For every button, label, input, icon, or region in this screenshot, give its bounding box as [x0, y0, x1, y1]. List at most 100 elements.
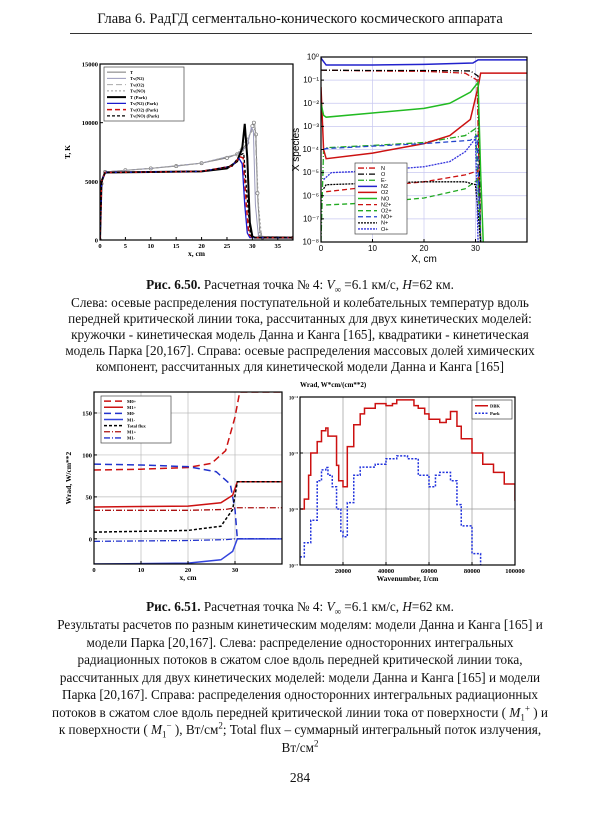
- x-tick-label: 20: [420, 244, 429, 253]
- desc-text: ; Total flux – суммарный интегральный по…: [222, 722, 542, 755]
- y-tick-label: 5000: [85, 179, 98, 186]
- series-line-tv-n2-: [100, 125, 293, 240]
- y-tick-label: 10⁻³: [303, 122, 319, 131]
- legend-label: M1-: [127, 417, 136, 422]
- x-tick-label: 20: [198, 243, 205, 250]
- caption-h: H: [402, 599, 412, 614]
- y-axis-label: T, K: [63, 145, 72, 159]
- caption-h: H: [402, 277, 412, 292]
- x-axis-label: x, cm: [188, 249, 206, 258]
- x-tick-label: 80000: [464, 568, 480, 575]
- x-tick-label: 100000: [505, 568, 525, 575]
- legend-label: M1-: [127, 436, 136, 441]
- legend-label: N2+: [381, 202, 391, 208]
- x-tick-label: 5: [124, 243, 128, 250]
- caption-text: =62 км.: [411, 599, 454, 614]
- legend-label: DBK: [490, 404, 500, 409]
- header-rule: [70, 33, 532, 34]
- y-tick-label: 0: [95, 238, 98, 245]
- series-line-n-: [323, 181, 482, 242]
- y-tick-label: 10⁻²: [303, 99, 319, 108]
- legend-label: Park: [490, 411, 500, 416]
- plot-frame: [99, 63, 294, 241]
- legend-label: O+: [381, 227, 389, 233]
- chart-title: Wrad, W*cm/(cm**2): [300, 381, 367, 389]
- x-tick-label: 35: [275, 243, 282, 250]
- desc-text: ) и к поверхности (: [58, 704, 548, 738]
- legend-label: E-: [381, 178, 387, 184]
- legend-label: Tv(NO): [130, 89, 146, 94]
- series-line-m1-: [94, 481, 282, 508]
- y-tick-label: 10000: [82, 120, 98, 127]
- y-tick-label: 10⁻⁴: [302, 145, 319, 154]
- x-tick-label: 30: [232, 567, 239, 574]
- legend-label: M0-: [127, 411, 136, 416]
- data-point: [255, 191, 260, 196]
- x-tick-label: 0: [98, 243, 101, 250]
- sup-2: 2: [313, 738, 319, 749]
- legend-label: Tv(O2) (Park): [130, 107, 159, 112]
- y-tick-label: 10⁻⁷: [303, 214, 319, 223]
- series-line-total-flux: [94, 481, 282, 533]
- legend-label: Total flux: [127, 423, 147, 428]
- desc-text: Результаты расчетов по разным кинетическ…: [52, 617, 543, 720]
- caption-v: V: [326, 277, 335, 292]
- page-number: 284: [289, 770, 311, 785]
- series-line-tv-o2-park-: [100, 155, 293, 240]
- series-line-tv-o2-: [100, 123, 293, 240]
- y-tick-label: 10⁻⁵: [289, 452, 299, 458]
- x-tick-label: 20000: [335, 568, 351, 575]
- legend-label: N2: [381, 184, 388, 190]
- legend-label: NO: [381, 196, 390, 202]
- legend-label: O2+: [381, 208, 392, 214]
- chart-1: [99, 63, 294, 241]
- figure-number: Рис. 6.50.: [146, 277, 201, 292]
- series-line-m0-: [94, 392, 282, 471]
- x-axis-label: x, cm: [179, 573, 197, 582]
- caption-text: Расчетная точка № 4:: [203, 277, 327, 292]
- x-tick-label: 0: [319, 244, 324, 253]
- x-tick-label: 20: [185, 567, 192, 574]
- legend-label: Tv(N2): [130, 76, 145, 81]
- series-line-m1-: [94, 538, 282, 564]
- y-axis-label: Wrad, W/cm**2: [64, 451, 73, 504]
- legend-label: O2: [381, 190, 388, 196]
- caption-v: V: [326, 599, 335, 614]
- legend-label: N+: [381, 221, 388, 227]
- figure-6-51-description: Результаты расчетов по разным кинетическ…: [50, 616, 550, 756]
- x-tick-label: 10: [368, 244, 377, 253]
- x-tick-label: 60000: [421, 568, 437, 575]
- running-header: Глава 6. РадГД сегментально-конического …: [97, 11, 503, 27]
- x-tick-label: 10: [148, 243, 155, 250]
- chart-2: [320, 56, 528, 243]
- x-tick-label: 0: [92, 567, 95, 574]
- figure-6-50-description: Слева: осевые распределения поступательн…: [65, 295, 535, 374]
- y-tick-label: 10⁻⁴: [289, 396, 299, 402]
- legend-label: Tv(N2) (Park): [130, 101, 158, 106]
- desc-text: ), Вт/см: [174, 722, 219, 737]
- legend-label: T (Park): [130, 95, 147, 100]
- legend-label: N: [381, 166, 385, 172]
- legend-label: O: [381, 172, 386, 178]
- x-axis-label: X, cm: [411, 254, 437, 265]
- series-group: [94, 392, 282, 564]
- y-tick-label: 15000: [82, 62, 98, 69]
- legend-label: M1+: [127, 405, 137, 410]
- series-line-o: [321, 69, 482, 242]
- series-line-no-: [323, 134, 482, 242]
- x-tick-label: 30: [249, 243, 256, 250]
- series-line-t: [100, 120, 293, 240]
- chart-3: [93, 391, 283, 565]
- m-symbol: M: [509, 704, 521, 720]
- caption-text: Расчетная точка № 4:: [203, 599, 327, 614]
- y-tick-label: 10⁻⁶: [303, 191, 319, 200]
- figure-6-50-caption: Рис. 6.50. Расчетная точка № 4: V∞ =6.1 …: [60, 276, 540, 294]
- x-tick-label: 25: [224, 243, 231, 250]
- y-tick-label: 10⁻¹: [303, 76, 319, 85]
- m-sub: 1: [520, 712, 525, 723]
- legend-label: M0+: [127, 399, 137, 404]
- figure-number: Рис. 6.51.: [146, 599, 201, 614]
- series-line-no: [321, 80, 484, 242]
- x-axis-label: Wavenumber, 1/cm: [377, 574, 440, 583]
